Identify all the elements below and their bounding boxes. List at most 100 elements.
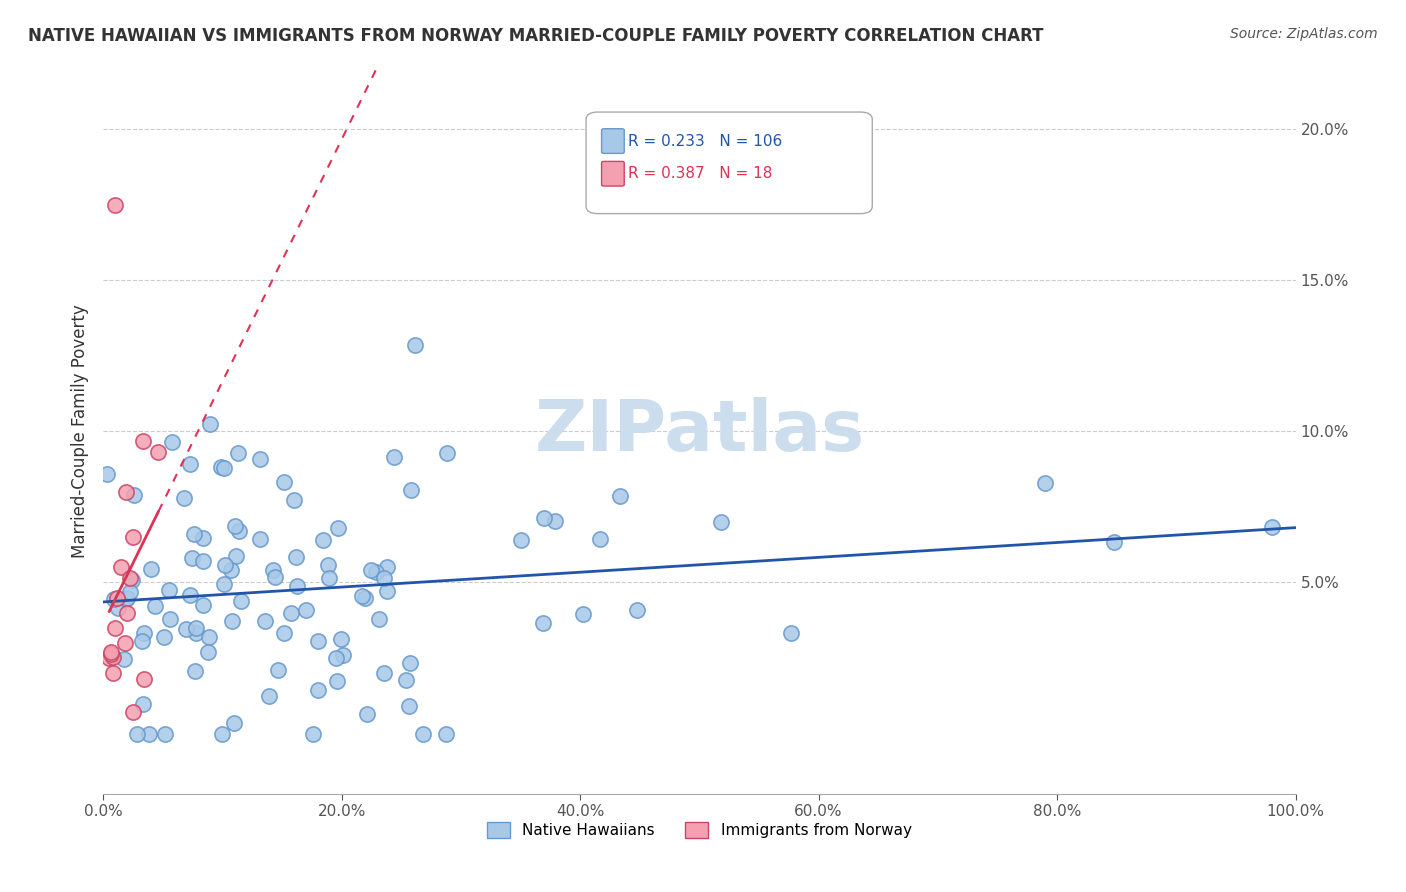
Point <box>153 726 176 740</box>
FancyBboxPatch shape <box>602 161 624 186</box>
Point <box>183 527 205 541</box>
Point <box>285 579 308 593</box>
Point <box>404 338 426 352</box>
Point <box>184 621 207 635</box>
Point <box>148 445 170 459</box>
Point <box>118 585 141 599</box>
Point <box>373 570 395 584</box>
Point <box>249 452 271 467</box>
Point <box>214 558 236 572</box>
Point <box>328 521 350 535</box>
Point <box>259 689 281 703</box>
Point <box>312 533 335 547</box>
Point <box>159 612 181 626</box>
Point <box>318 571 340 585</box>
FancyBboxPatch shape <box>602 128 624 153</box>
Point <box>98 651 121 665</box>
FancyBboxPatch shape <box>586 112 872 213</box>
Point <box>100 645 122 659</box>
Point <box>531 616 554 631</box>
Point <box>329 632 352 646</box>
Point <box>200 417 222 431</box>
Point <box>273 626 295 640</box>
Point <box>131 633 153 648</box>
Point <box>174 622 197 636</box>
Point <box>318 558 340 572</box>
Point <box>398 698 420 713</box>
Text: R = 0.387   N = 18: R = 0.387 N = 18 <box>628 166 772 181</box>
Point <box>354 591 377 605</box>
Point <box>121 574 143 588</box>
Point <box>412 726 434 740</box>
Point <box>132 672 155 686</box>
Point <box>197 645 219 659</box>
Legend: Native Hawaiians, Immigrants from Norway: Native Hawaiians, Immigrants from Norway <box>481 816 918 845</box>
Point <box>112 651 135 665</box>
Point <box>132 434 155 448</box>
Point <box>212 461 235 475</box>
Point <box>307 633 329 648</box>
Point <box>122 705 145 719</box>
Point <box>179 457 201 471</box>
Point <box>367 612 389 626</box>
Point <box>183 664 205 678</box>
Point <box>141 562 163 576</box>
Point <box>107 601 129 615</box>
Text: NATIVE HAWAIIAN VS IMMIGRANTS FROM NORWAY MARRIED-COUPLE FAMILY POVERTY CORRELAT: NATIVE HAWAIIAN VS IMMIGRANTS FROM NORWA… <box>28 27 1043 45</box>
Point <box>1102 535 1125 549</box>
Point <box>115 592 138 607</box>
Point <box>224 518 246 533</box>
Point <box>122 530 145 544</box>
Point <box>263 570 285 584</box>
Point <box>212 577 235 591</box>
Point <box>197 631 219 645</box>
Point <box>115 606 138 620</box>
Point <box>186 626 208 640</box>
Point <box>436 446 458 460</box>
Point <box>609 489 631 503</box>
Point <box>375 583 398 598</box>
Point <box>179 588 201 602</box>
Point <box>193 531 215 545</box>
Point <box>209 460 232 475</box>
Point <box>302 726 325 740</box>
Point <box>211 726 233 740</box>
Point <box>280 606 302 620</box>
Point <box>101 649 124 664</box>
Point <box>173 491 195 505</box>
Point <box>228 524 250 538</box>
Y-axis label: Married-Couple Family Poverty: Married-Couple Family Poverty <box>72 304 89 558</box>
Text: ZIPatlas: ZIPatlas <box>534 397 865 466</box>
Point <box>395 673 418 688</box>
Point <box>572 607 595 621</box>
Point <box>110 560 132 574</box>
Point <box>115 485 138 500</box>
Point <box>132 697 155 711</box>
Point <box>294 602 316 616</box>
Point <box>398 656 420 670</box>
Point <box>1261 519 1284 533</box>
Text: Source: ZipAtlas.com: Source: ZipAtlas.com <box>1230 27 1378 41</box>
Point <box>193 554 215 568</box>
Point <box>254 614 277 628</box>
Point <box>157 582 180 597</box>
Point <box>249 532 271 546</box>
Point <box>120 571 142 585</box>
Point <box>377 560 399 574</box>
Point <box>434 726 457 740</box>
Point <box>283 492 305 507</box>
Point <box>134 626 156 640</box>
Point <box>533 510 555 524</box>
Point <box>219 563 242 577</box>
Point <box>221 615 243 629</box>
Point <box>382 450 405 464</box>
Point <box>225 549 247 564</box>
Point <box>360 563 382 577</box>
Point <box>780 626 803 640</box>
Point <box>153 630 176 644</box>
Point <box>226 446 249 460</box>
Point <box>160 434 183 449</box>
Point <box>104 197 127 211</box>
Point <box>103 591 125 606</box>
Point <box>96 467 118 481</box>
